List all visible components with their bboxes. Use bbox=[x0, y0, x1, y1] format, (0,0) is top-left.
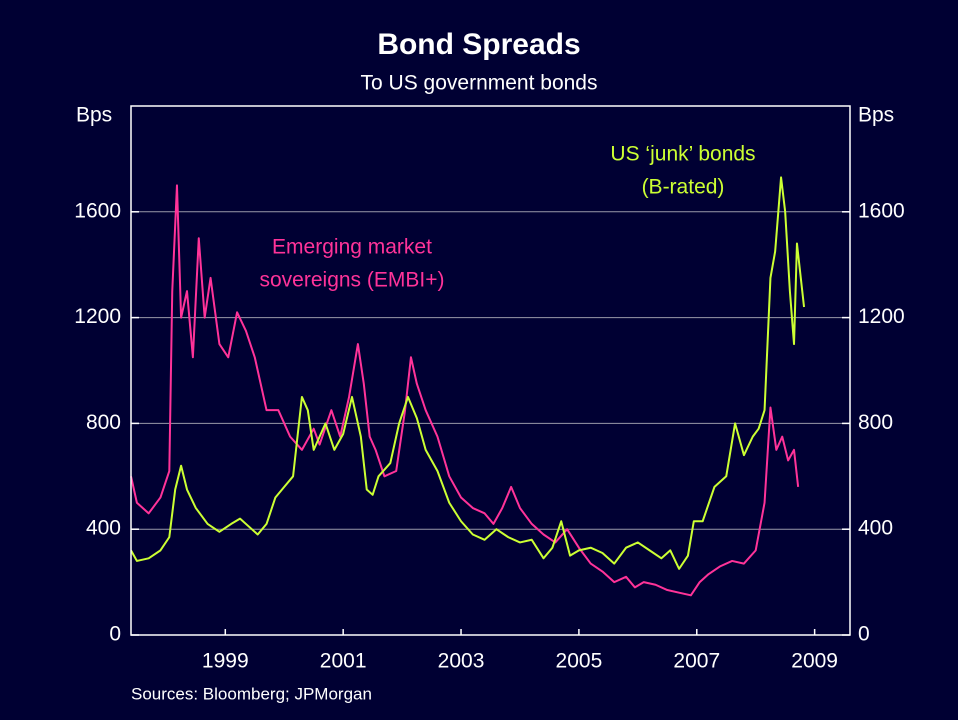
x-tick-label: 2003 bbox=[438, 650, 485, 673]
y2-tick-label: 0 bbox=[858, 623, 870, 646]
y2-axis-label: Bps bbox=[858, 104, 894, 127]
source-note: Sources: Bloomberg; JPMorgan bbox=[131, 684, 372, 703]
y2-tick-label: 400 bbox=[858, 517, 893, 540]
x-tick-label: 2007 bbox=[673, 650, 720, 673]
y2-tick-label: 800 bbox=[858, 411, 893, 434]
y2-tick-label: 1600 bbox=[858, 199, 905, 222]
series-label: Emerging market bbox=[272, 236, 432, 259]
y-axis-label: Bps bbox=[76, 104, 112, 127]
series-label: sovereigns (EMBI+) bbox=[260, 269, 445, 292]
x-tick-label: 1999 bbox=[202, 650, 249, 673]
y-tick-label: 800 bbox=[86, 411, 121, 434]
series-label: (B-rated) bbox=[642, 176, 725, 199]
x-tick-label: 2005 bbox=[556, 650, 603, 673]
y-tick-label: 1600 bbox=[74, 199, 121, 222]
x-tick-label: 2001 bbox=[320, 650, 367, 673]
series-line bbox=[130, 176, 806, 570]
y-tick-label: 1200 bbox=[74, 305, 121, 328]
chart-title: Bond Spreads bbox=[377, 28, 580, 61]
plot-frame bbox=[130, 105, 851, 636]
series-line bbox=[130, 184, 800, 597]
chart-subtitle: To US government bonds bbox=[361, 72, 598, 95]
y-tick-label: 0 bbox=[109, 623, 121, 646]
x-tick-label: 2009 bbox=[791, 650, 838, 673]
series-label: US ‘junk’ bonds bbox=[610, 143, 755, 166]
y2-tick-label: 1200 bbox=[858, 305, 905, 328]
y-tick-label: 400 bbox=[86, 517, 121, 540]
